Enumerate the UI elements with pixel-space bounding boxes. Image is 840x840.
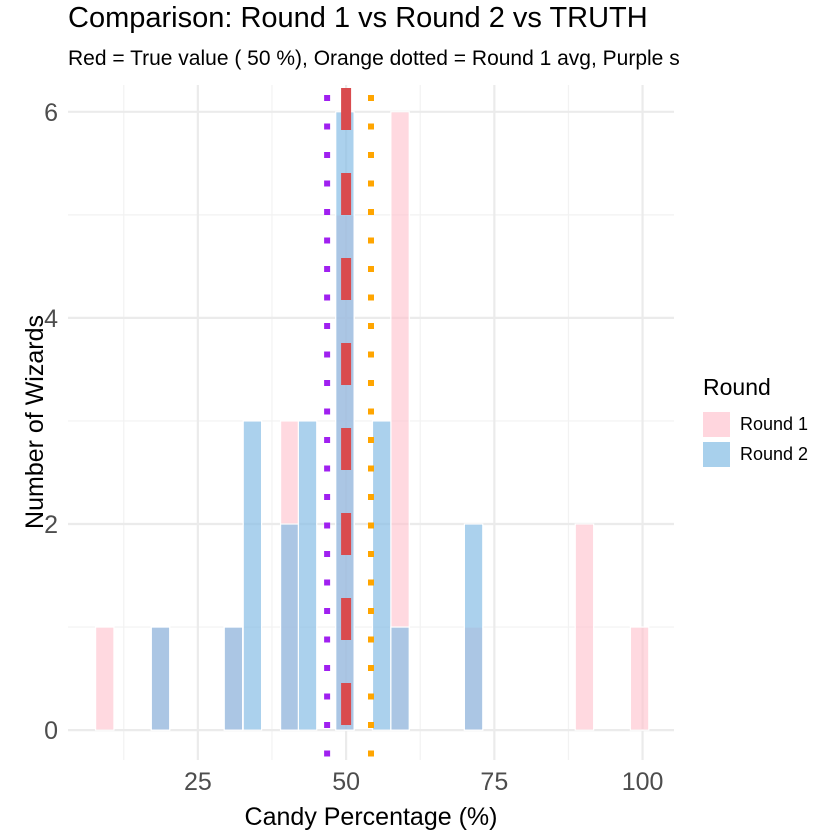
y-tick-label: 6: [44, 99, 58, 127]
legend-label-round-1: Round 1: [740, 413, 809, 434]
x-tick-label: 50: [332, 768, 360, 796]
x-axis-label: Candy Percentage (%): [245, 803, 498, 831]
y-tick-label: 2: [44, 511, 58, 539]
y-tick-label: 4: [44, 305, 58, 333]
bar-round-2: [463, 523, 484, 731]
legend-title: Round: [703, 374, 771, 400]
y-tick-labels: 0 2 4 6: [44, 99, 58, 745]
y-axis-label: Number of Wizards: [21, 315, 49, 529]
bar-round-2: [371, 420, 392, 731]
bar-round-2: [390, 626, 410, 731]
bar-round-2: [223, 626, 244, 731]
chart-subtitle: Red = True value ( 50 %), Orange dotted …: [68, 47, 680, 70]
legend-label-round-2: Round 2: [740, 443, 809, 464]
bar-round-2: [279, 523, 300, 731]
bar-round-2: [297, 420, 318, 731]
legend-item-round-1: Round 1: [703, 411, 808, 437]
bar-round-1: [629, 626, 650, 731]
bar-round-1: [574, 523, 595, 731]
legend-item-round-2: Round 2: [703, 441, 808, 467]
y-tick-label: 0: [44, 717, 58, 745]
x-tick-label: 75: [480, 768, 508, 796]
bar-round-2: [150, 626, 171, 731]
bar-round-1: [94, 626, 115, 731]
chart-title: Comparison: Round 1 vs Round 2 vs TRUTH: [68, 2, 648, 34]
x-tick-label: 100: [622, 768, 664, 796]
legend-swatch-round-2: [703, 441, 730, 467]
x-tick-labels: 25 50 75 100: [184, 768, 663, 796]
legend-swatch-round-1: [703, 411, 730, 437]
bar-round-2: [242, 420, 263, 731]
reference-lines: [324, 85, 374, 760]
x-tick-label: 25: [184, 768, 212, 796]
round2-bars: [150, 111, 484, 731]
